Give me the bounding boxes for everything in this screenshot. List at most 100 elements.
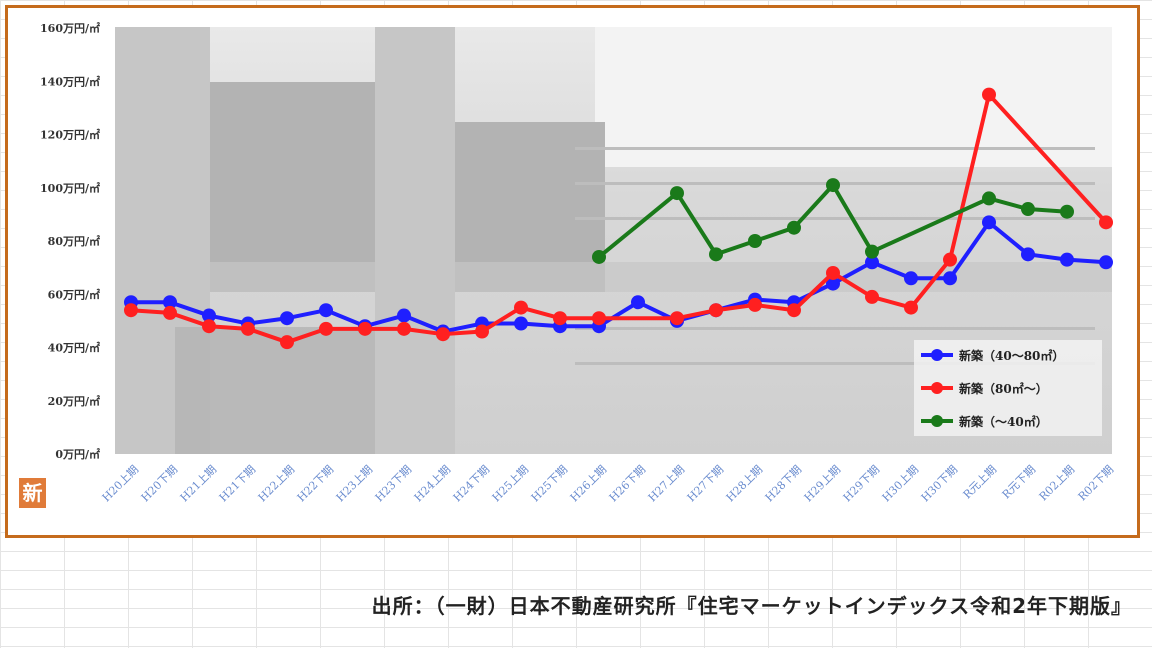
data-point <box>358 321 372 336</box>
x-tick-label: H22上期 <box>256 463 297 504</box>
x-tick-label: R02上期 <box>1037 463 1078 504</box>
y-tick-label: 140万円/㎡ <box>40 74 100 88</box>
photo-balcony-line <box>575 147 1095 150</box>
data-point <box>982 191 996 206</box>
data-point <box>631 295 645 310</box>
data-point <box>436 327 450 342</box>
y-tick-label: 0万円/㎡ <box>55 447 100 461</box>
photo-window-left <box>210 82 375 292</box>
y-axis: 0万円/㎡ 20万円/㎡ 40万円/㎡ 60万円/㎡ 80万円/㎡ 100万円/㎡ 120万… <box>40 21 100 461</box>
legend-label: 新築（80㎡～） <box>959 381 1048 396</box>
x-tick-label: H25下期 <box>529 463 570 504</box>
data-point <box>202 308 216 323</box>
y-tick-label: 40万円/㎡ <box>48 341 100 355</box>
series-layer <box>124 87 1113 350</box>
data-point <box>943 252 957 267</box>
y-tick-label: 80万円/㎡ <box>48 234 100 248</box>
data-point <box>163 295 177 310</box>
data-point <box>670 186 684 201</box>
data-point <box>319 303 333 318</box>
photo-balcony-line <box>575 327 1095 330</box>
x-tick-label: H21上期 <box>178 463 219 504</box>
data-point <box>904 271 918 286</box>
x-tick-label: H30上期 <box>880 463 921 504</box>
data-point <box>865 289 879 304</box>
data-point <box>280 311 294 326</box>
data-point <box>553 311 567 326</box>
data-point <box>787 303 801 318</box>
x-tick-label: H23上期 <box>334 463 375 504</box>
legend-swatch-marker <box>931 415 943 427</box>
x-tick-label: H28下期 <box>763 463 804 504</box>
legend-swatch-marker <box>931 382 943 394</box>
x-tick-label: H30下期 <box>919 463 960 504</box>
data-point <box>709 303 723 318</box>
data-point <box>592 311 606 326</box>
data-point <box>982 215 996 230</box>
data-point <box>709 247 723 262</box>
data-point <box>826 178 840 193</box>
x-tick-label: H20上期 <box>100 463 141 504</box>
data-point <box>943 271 957 286</box>
data-point <box>865 244 879 259</box>
data-point <box>1021 247 1035 262</box>
x-tick-label: R02下期 <box>1076 463 1117 504</box>
x-tick-label: H21下期 <box>217 463 258 504</box>
data-point <box>1060 252 1074 267</box>
x-tick-label: H28上期 <box>724 463 765 504</box>
x-tick-label: H24上期 <box>412 463 453 504</box>
y-tick-label: 60万円/㎡ <box>48 287 100 301</box>
x-tick-label: R元下期 <box>1000 463 1038 501</box>
x-axis: H20上期H20下期H21上期H21下期H22上期H22下期H23上期H23下期… <box>100 463 1116 504</box>
data-point <box>1021 202 1035 217</box>
x-tick-label: H20下期 <box>139 463 180 504</box>
data-point <box>1060 204 1074 219</box>
data-point <box>748 234 762 248</box>
x-tick-label: H27上期 <box>646 463 687 504</box>
series-line <box>130 92 1108 345</box>
data-point <box>475 324 489 339</box>
data-point <box>163 305 177 320</box>
data-point <box>1099 255 1113 270</box>
photo-lower-window <box>175 327 375 454</box>
data-point <box>397 308 411 323</box>
data-point <box>826 276 840 291</box>
data-point <box>124 303 138 318</box>
x-tick-label: R元上期 <box>961 463 999 501</box>
legend-swatch-marker <box>931 349 943 361</box>
y-tick-label: 20万円/㎡ <box>48 394 100 408</box>
photo-balcony-line <box>575 217 1095 220</box>
series-line <box>597 183 1068 259</box>
data-point <box>280 335 294 350</box>
x-tick-label: H24下期 <box>451 463 492 504</box>
data-point <box>1099 215 1113 230</box>
photo-column-middle <box>375 27 455 454</box>
data-point <box>202 319 216 334</box>
y-tick-label: 120万円/㎡ <box>40 128 100 142</box>
x-tick-label: H29上期 <box>802 463 843 504</box>
data-point <box>514 316 528 331</box>
data-point <box>397 321 411 336</box>
data-point <box>748 297 762 312</box>
x-tick-label: H23下期 <box>373 463 414 504</box>
data-point <box>670 311 684 326</box>
legend: 新築（40～80㎡） 新築（80㎡～） 新築（～40㎡） <box>914 340 1102 436</box>
data-point <box>904 300 918 315</box>
data-point <box>865 255 879 270</box>
data-point <box>826 265 840 280</box>
data-point <box>241 321 255 336</box>
y-tick-label: 100万円/㎡ <box>40 181 100 195</box>
photo-balcony-line <box>575 362 1095 365</box>
data-point <box>982 87 996 102</box>
data-point <box>514 300 528 315</box>
x-tick-label: H26上期 <box>568 463 609 504</box>
x-tick-label: H25上期 <box>490 463 531 504</box>
legend-label: 新築（～40㎡） <box>959 414 1048 429</box>
new-construction-badge: 新 <box>19 478 46 508</box>
data-point <box>592 249 606 264</box>
data-point <box>319 321 333 336</box>
x-tick-label: H27下期 <box>685 463 726 504</box>
x-tick-label: H29下期 <box>841 463 882 504</box>
x-tick-label: H26下期 <box>607 463 648 504</box>
data-point <box>787 220 801 235</box>
